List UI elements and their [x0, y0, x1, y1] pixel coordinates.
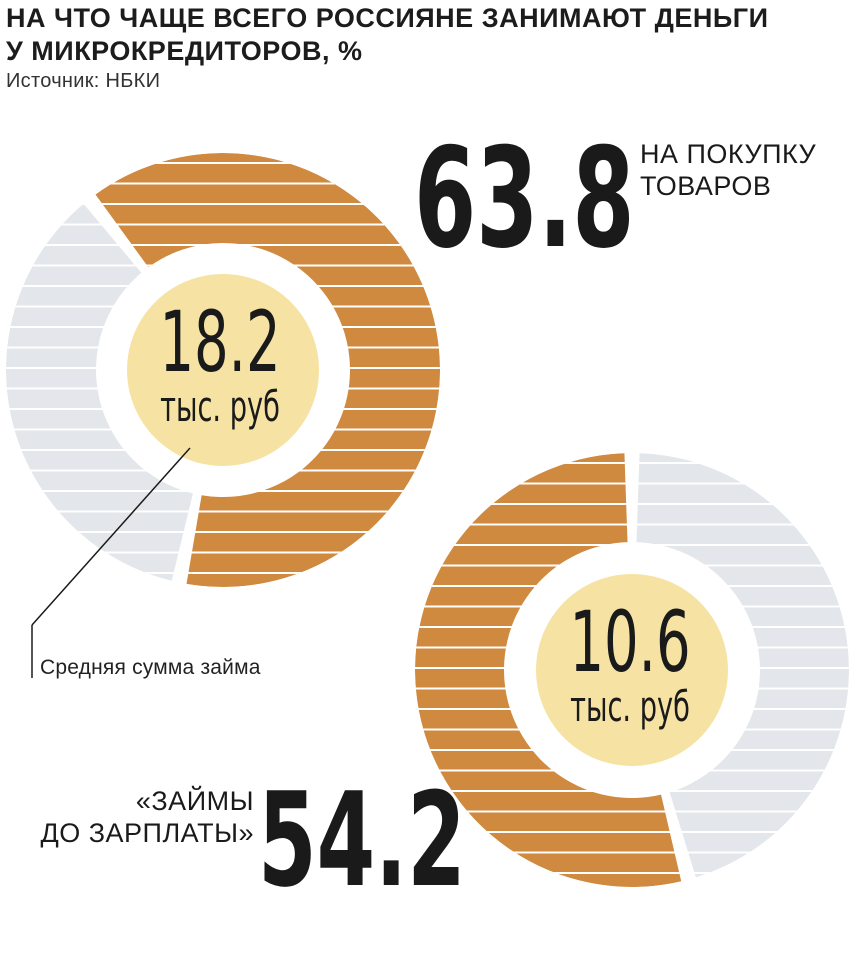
center-purchases: 18.2 тыс. руб	[120, 300, 320, 428]
label-purchases-line-1: НА ПОКУПКУ	[640, 139, 817, 169]
slice-purchases-value	[95, 153, 440, 587]
donut-payday-loans	[415, 453, 849, 887]
center-value-purchases: 18.2	[159, 293, 281, 391]
label-purchases: НА ПОКУПКУ ТОВАРОВ	[640, 138, 816, 202]
label-payday-line-1: «ЗАЙМЫ	[135, 786, 254, 816]
label-payday: «ЗАЙМЫ ДО ЗАРПЛАТЫ»	[40, 785, 254, 849]
center-disc-payday	[536, 574, 728, 766]
title-line-2: У МИКРОКРЕДИТОРОВ, %	[6, 36, 363, 66]
center-unit-payday: тыс. руб	[570, 682, 690, 731]
center-disc-purchases	[127, 274, 319, 466]
label-payday-line-2: ДО ЗАРПЛАТЫ»	[40, 818, 254, 848]
center-unit-purchases: тыс. руб	[160, 382, 280, 431]
slice-payday-value	[415, 453, 682, 887]
annotation-average-loan: Средняя сумма займа	[40, 656, 261, 679]
value-purchases: 63.8	[414, 118, 635, 279]
value-payday: 54.2	[258, 764, 466, 916]
source-note: Источник: НБКИ	[6, 70, 161, 92]
center-payday: 10.6 тыс. руб	[530, 600, 730, 728]
chart-title: НА ЧТО ЧАЩЕ ВСЕГО РОССИЯНЕ ЗАНИМАЮТ ДЕНЬ…	[6, 2, 846, 68]
donut-purchases	[6, 153, 440, 587]
slice-purchases-rest	[6, 203, 193, 581]
label-purchases-line-2: ТОВАРОВ	[640, 171, 772, 201]
center-value-payday: 10.6	[569, 593, 691, 691]
annotation-leader-line	[31, 447, 191, 626]
title-line-1: НА ЧТО ЧАЩЕ ВСЕГО РОССИЯНЕ ЗАНИМАЮТ ДЕНЬ…	[6, 3, 769, 33]
